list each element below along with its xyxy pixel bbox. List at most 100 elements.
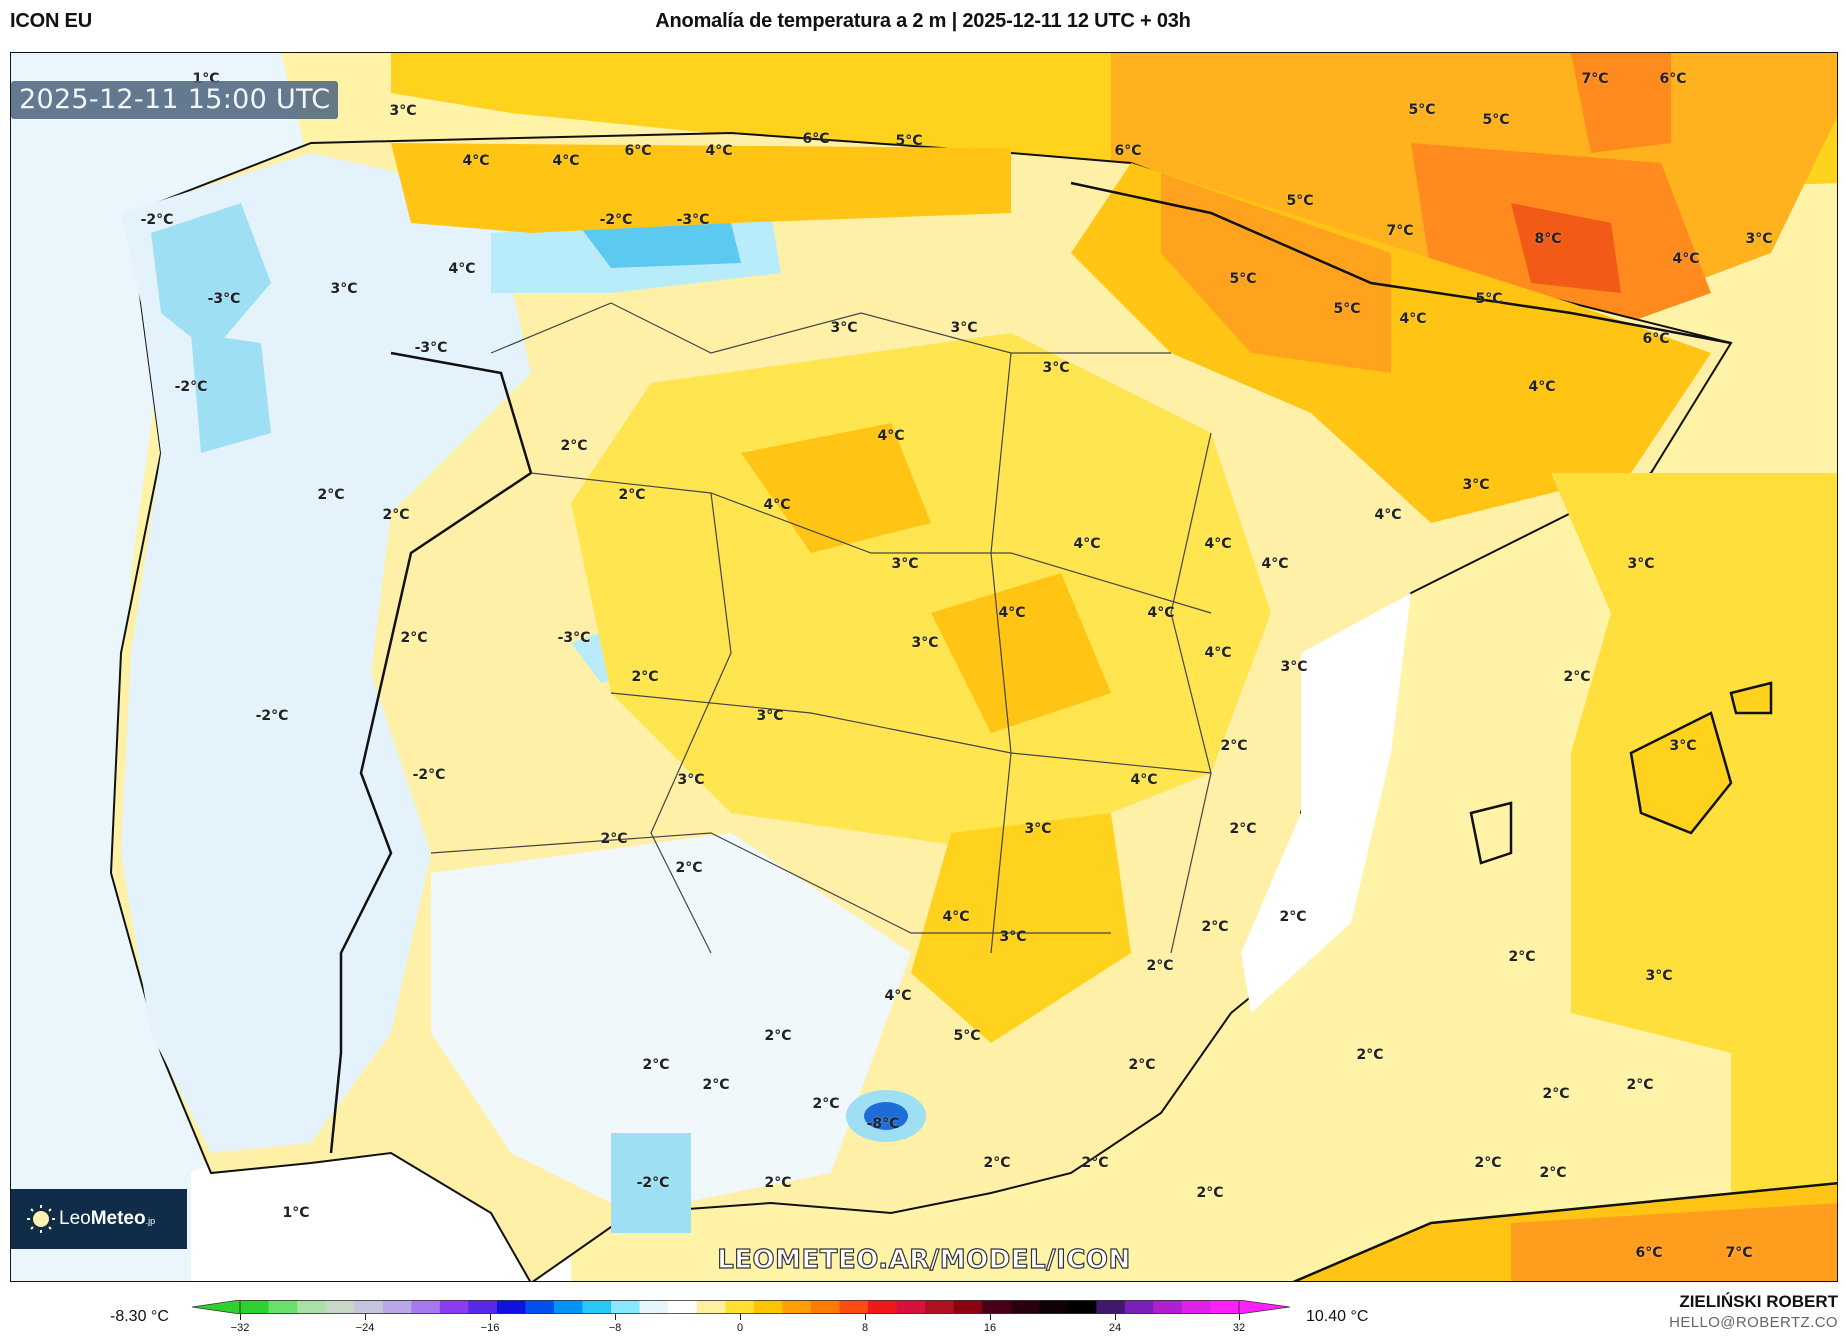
contour-label: 3°C xyxy=(891,556,919,572)
contour-label: 3°C xyxy=(1669,738,1697,754)
colorbar-tick-label: 24 xyxy=(1108,1322,1122,1334)
contour-label: 5°C xyxy=(1475,291,1503,307)
colorbar-tick-label: −8 xyxy=(608,1322,622,1334)
sun-icon xyxy=(27,1205,55,1233)
contour-label: 4°C xyxy=(1147,605,1175,621)
contour-label: 2°C xyxy=(382,507,410,523)
contour-label: 2°C xyxy=(983,1155,1011,1171)
logo-text: LeoMeteo.jp xyxy=(59,1208,155,1230)
contour-label: 5°C xyxy=(895,133,923,149)
contour-label: 3°C xyxy=(830,320,858,336)
contour-label: 5°C xyxy=(1333,301,1361,317)
contour-label: 2°C xyxy=(631,669,659,685)
contour-label: 4°C xyxy=(1204,536,1232,552)
contour-label: 4°C xyxy=(705,143,733,159)
logo-bold: Meteo xyxy=(90,1208,146,1229)
logo-suffix: .jp xyxy=(145,1216,156,1226)
model-name: ICON EU xyxy=(10,10,92,32)
contour-label: 2°C xyxy=(1539,1165,1567,1181)
contour-label: 4°C xyxy=(1528,379,1556,395)
contour-label: 6°C xyxy=(1659,71,1687,87)
colorbar-tick xyxy=(1239,1314,1240,1320)
contour-label: 2°C xyxy=(1081,1155,1109,1171)
contour-label: 6°C xyxy=(1114,143,1142,159)
contour-label: 3°C xyxy=(1462,477,1490,493)
colorbar-tick-label: −32 xyxy=(230,1322,250,1334)
contour-label: -2°C xyxy=(174,379,208,395)
contour-label: 4°C xyxy=(1204,645,1232,661)
colorbar xyxy=(192,1300,1290,1314)
contour-label: 4°C xyxy=(552,153,580,169)
map-title: Anomalía de temperatura a 2 m | 2025-12-… xyxy=(655,10,1191,32)
anomaly-map xyxy=(11,53,1837,1281)
contour-label: 2°C xyxy=(675,860,703,876)
colorbar-tick xyxy=(490,1314,491,1320)
contour-label: 2°C xyxy=(317,487,345,503)
contour-label: 2°C xyxy=(1626,1077,1654,1093)
contour-label: 2°C xyxy=(1542,1086,1570,1102)
contour-label: 2°C xyxy=(1196,1185,1224,1201)
contour-label: 4°C xyxy=(942,909,970,925)
contour-label: 4°C xyxy=(1374,507,1402,523)
colorbar-tick-label: 8 xyxy=(861,1322,869,1334)
contour-label: 7°C xyxy=(1581,71,1609,87)
contour-label: 5°C xyxy=(1408,102,1436,118)
colorbar-tick-label: 0 xyxy=(736,1322,744,1334)
contour-label: 8°C xyxy=(1534,231,1562,247)
contour-label: 4°C xyxy=(1261,556,1289,572)
contour-label: 2°C xyxy=(1356,1047,1384,1063)
contour-label: -3°C xyxy=(414,340,448,356)
contour-label: 2°C xyxy=(1220,738,1248,754)
contour-label: 4°C xyxy=(877,428,905,444)
contour-label: 2°C xyxy=(1508,949,1536,965)
map-frame: 1°C 3°C 4°C 4°C 6°C 4°C 6°C 5°C 6°C 5°C 5°C 7°C 6°C -… xyxy=(10,52,1838,1282)
contour-label: -2°C xyxy=(636,1175,670,1191)
contour-label: 3°C xyxy=(1280,659,1308,675)
colorbar-max-label: 10.40 °C xyxy=(1306,1308,1369,1325)
contour-label: 3°C xyxy=(756,708,784,724)
contour-label: 2°C xyxy=(1201,919,1229,935)
colorbar-tick xyxy=(865,1314,866,1320)
contour-label: 4°C xyxy=(1672,251,1700,267)
colorbar-tick xyxy=(615,1314,616,1320)
author-name: ZIELIŃSKI ROBERT xyxy=(1679,1292,1838,1311)
contour-label: 5°C xyxy=(1286,193,1314,209)
contour-label: 3°C xyxy=(1042,360,1070,376)
contour-label: 2°C xyxy=(600,831,628,847)
contour-label: 3°C xyxy=(677,772,705,788)
contour-label: 2°C xyxy=(618,487,646,503)
leometeo-logo: LeoMeteo.jp xyxy=(11,1189,187,1249)
contour-label: 3°C xyxy=(1645,968,1673,984)
contour-label: -3°C xyxy=(207,291,241,307)
contour-label: -2°C xyxy=(140,212,174,228)
contour-label: 4°C xyxy=(884,988,912,1004)
contour-label: -2°C xyxy=(599,212,633,228)
colorbar-tick-label: −24 xyxy=(355,1322,375,1334)
contour-label: 4°C xyxy=(1073,536,1101,552)
contour-label: 1°C xyxy=(282,1205,310,1221)
logo-prefix: Leo xyxy=(59,1208,91,1229)
contour-label: -8°C xyxy=(866,1116,900,1132)
contour-label: 4°C xyxy=(763,497,791,513)
contour-label: 2°C xyxy=(1279,909,1307,925)
contour-label: 3°C xyxy=(999,929,1027,945)
contour-label: 5°C xyxy=(1229,271,1257,287)
contour-label: 7°C xyxy=(1386,223,1414,239)
contour-label: 2°C xyxy=(1128,1057,1156,1073)
contour-label: 5°C xyxy=(1482,112,1510,128)
contour-label: 2°C xyxy=(1563,669,1591,685)
colorbar-tick-label: −16 xyxy=(480,1322,500,1334)
colorbar-tick xyxy=(240,1314,241,1320)
colorbar-min-label: -8.30 °C xyxy=(110,1308,169,1325)
colorbar-tick-label: 16 xyxy=(983,1322,997,1334)
colorbar-tick xyxy=(740,1314,741,1320)
contour-label: 3°C xyxy=(1627,556,1655,572)
contour-label: 2°C xyxy=(1229,821,1257,837)
contour-label: 4°C xyxy=(1399,311,1427,327)
contour-label: 2°C xyxy=(812,1096,840,1112)
contour-label: 2°C xyxy=(560,438,588,454)
contour-label: 6°C xyxy=(1642,331,1670,347)
contour-label: 2°C xyxy=(764,1175,792,1191)
contour-label: 3°C xyxy=(330,281,358,297)
contour-label: 3°C xyxy=(950,320,978,336)
